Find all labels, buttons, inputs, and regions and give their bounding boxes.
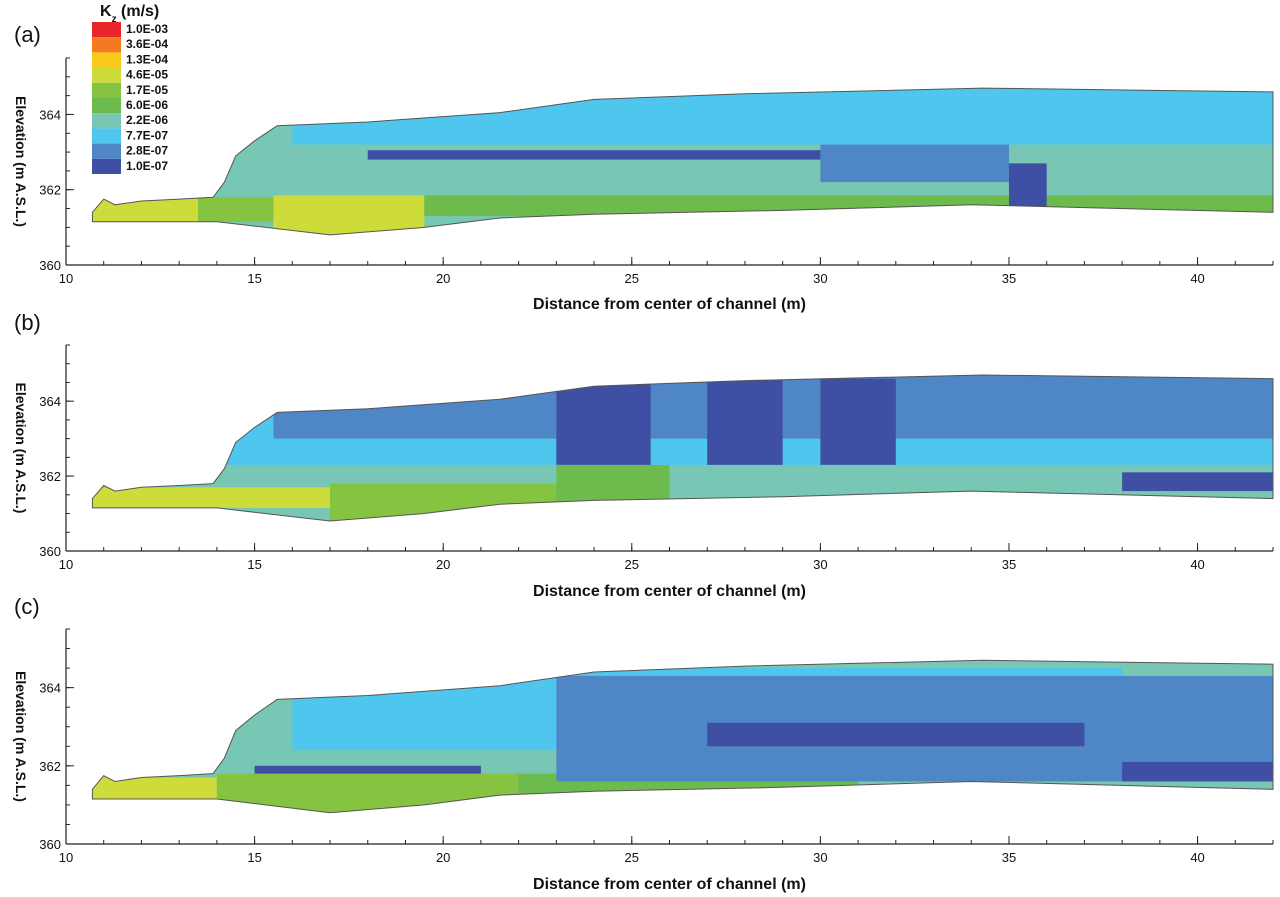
y-tick-label: 362 [39, 759, 61, 774]
contour-field [92, 88, 1273, 235]
y-tick-label: 362 [39, 469, 61, 484]
panel-label: (c) [14, 594, 40, 619]
domain-outline [91, 87, 1274, 236]
x-tick-label: 10 [59, 850, 73, 865]
legend-label: 4.6E-05 [126, 68, 168, 82]
x-tick-label: 20 [436, 557, 450, 572]
x-tick-label: 30 [813, 557, 827, 572]
legend-swatch [92, 98, 121, 114]
contour-band [92, 487, 331, 508]
domain-outline [91, 659, 1274, 814]
legend-swatch [92, 82, 121, 98]
legend-label: 1.7E-05 [126, 83, 168, 97]
legend-swatch [92, 113, 121, 129]
contour-field [92, 660, 1273, 813]
y-tick-label: 364 [39, 681, 61, 696]
panel: (b) 10 15 20 25 30 35 40 360 362 364 Distance from … [13, 310, 1274, 600]
x-tick-label: 30 [813, 271, 827, 286]
contour-band [707, 378, 783, 465]
x-axis-title: Distance from center of channel (m) [533, 876, 806, 893]
contour-band [330, 479, 557, 521]
legend-swatch [92, 22, 121, 38]
x-tick-label: 25 [625, 850, 639, 865]
legend-label: 1.0E-07 [126, 159, 168, 173]
legend-swatch [92, 52, 121, 68]
x-tick-label: 30 [813, 850, 827, 865]
legend-swatch [92, 143, 121, 159]
legend-label: 1.3E-04 [126, 52, 168, 66]
contour-band [707, 722, 1085, 747]
legend-swatch [92, 67, 121, 83]
contour-band [556, 378, 651, 465]
contour-band [1008, 163, 1047, 209]
panel: (c) 10 15 20 25 30 35 40 360 362 364 Distance from … [13, 594, 1274, 893]
x-axis-title: Distance from center of channel (m) [533, 296, 806, 313]
x-tick-label: 20 [436, 850, 450, 865]
x-tick-label: 10 [59, 271, 73, 286]
x-tick-label: 25 [625, 271, 639, 286]
legend-swatch [92, 128, 121, 144]
x-tick-label: 10 [59, 557, 73, 572]
x-tick-label: 15 [247, 271, 261, 286]
y-tick-label: 362 [39, 183, 61, 198]
contour-band [254, 765, 481, 774]
x-tick-label: 40 [1190, 271, 1204, 286]
contour-band [424, 195, 519, 217]
y-axis-title: Elevation (m A.S.L.) [13, 383, 29, 514]
legend-label: 2.2E-06 [126, 113, 168, 127]
x-tick-label: 35 [1002, 557, 1016, 572]
y-tick-label: 360 [39, 258, 61, 273]
contour-band [1122, 761, 1273, 782]
y-tick-label: 360 [39, 544, 61, 559]
x-tick-label: 40 [1190, 557, 1204, 572]
legend-title-sub: z [112, 14, 117, 25]
contour-band [1122, 472, 1273, 492]
x-tick-label: 40 [1190, 850, 1204, 865]
legend: Kz (m/s) 1.0E-033.6E-041.3E-04 4.6E-051.7… [92, 3, 168, 174]
panel: (a) 10 15 20 25 30 35 40 360 362 364 Distance from … [13, 22, 1274, 313]
x-axis-title: Distance from center of channel (m) [533, 583, 806, 600]
contour-band [820, 144, 1009, 183]
contour-band [216, 773, 519, 813]
x-tick-label: 35 [1002, 271, 1016, 286]
contour-band [273, 195, 425, 235]
y-axis-title: Elevation (m A.S.L.) [13, 96, 29, 227]
x-tick-label: 25 [625, 557, 639, 572]
legend-title: Kz (m/s) [100, 3, 159, 25]
legend-swatch [92, 37, 121, 53]
y-tick-label: 360 [39, 837, 61, 852]
contour-band [198, 197, 274, 222]
panels: (a) 10 15 20 25 30 35 40 360 362 364 Distance from … [13, 22, 1274, 893]
legend-swatch [92, 158, 121, 174]
x-tick-label: 15 [247, 557, 261, 572]
panel-label: (b) [14, 310, 41, 335]
legend-label: 6.0E-06 [126, 98, 168, 112]
x-tick-label: 35 [1002, 850, 1016, 865]
y-axis-title: Elevation (m A.S.L.) [13, 671, 29, 802]
contour-band [292, 88, 1273, 145]
x-tick-label: 20 [436, 271, 450, 286]
panel-label: (a) [14, 22, 41, 47]
contour-band [367, 150, 821, 160]
legend-label: 2.8E-07 [126, 144, 168, 158]
legend-label: 7.7E-07 [126, 128, 168, 142]
y-tick-label: 364 [39, 394, 61, 409]
legend-title-unit: (m/s) [117, 3, 160, 20]
y-tick-label: 364 [39, 107, 61, 122]
legend-title-main: K [100, 3, 112, 20]
domain-outline [91, 374, 1274, 522]
x-tick-label: 15 [247, 850, 261, 865]
contour-band [92, 777, 217, 800]
legend-label: 1.0E-03 [126, 22, 168, 36]
contour-band [820, 378, 896, 465]
legend-label: 3.6E-04 [126, 37, 168, 51]
legend-items: 1.0E-033.6E-041.3E-04 4.6E-051.7E-056.0E-… [92, 22, 168, 174]
